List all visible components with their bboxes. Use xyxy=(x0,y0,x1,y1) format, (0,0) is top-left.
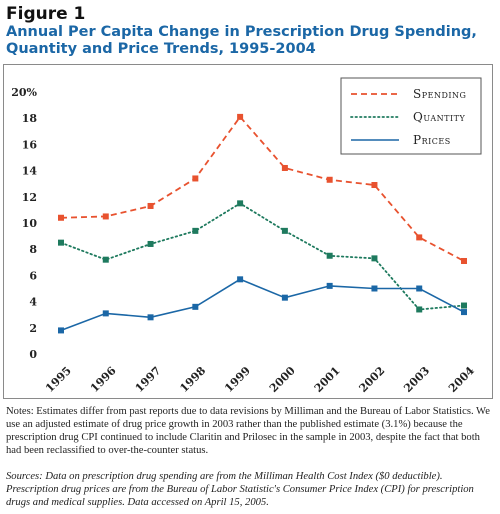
data-point-prices xyxy=(416,285,423,292)
x-tick-label: 2003 xyxy=(401,364,432,395)
data-point-quantity xyxy=(326,252,333,259)
data-point-spending xyxy=(192,175,199,182)
series-line-quantity xyxy=(60,202,465,311)
data-point-spending xyxy=(281,164,288,171)
data-point-spending xyxy=(461,257,467,264)
data-point-spending xyxy=(371,182,378,189)
x-tick-label: 2002 xyxy=(357,364,388,395)
figure-label: Figure 1 xyxy=(6,4,86,24)
data-point-quantity xyxy=(192,227,199,234)
y-tick-label: 16 xyxy=(22,138,38,151)
legend-label-prices: Prices xyxy=(413,133,451,147)
y-tick-label: 12 xyxy=(22,191,37,204)
chart-title: Annual Per Capita Change in Prescription… xyxy=(6,24,477,57)
data-point-spending xyxy=(237,113,244,120)
data-point-prices xyxy=(281,294,288,301)
x-tick-label: 1997 xyxy=(133,364,164,395)
y-tick-label: 14 xyxy=(22,165,38,178)
data-point-spending xyxy=(416,234,423,241)
data-point-spending xyxy=(102,213,109,220)
data-point-spending xyxy=(147,202,154,209)
x-tick-label: 2004 xyxy=(446,364,477,395)
data-point-quantity xyxy=(58,239,64,246)
chart-sources: Sources: Data on prescription drug spend… xyxy=(6,471,474,508)
x-tick-label: 2000 xyxy=(267,364,298,395)
data-point-prices xyxy=(102,310,109,317)
y-tick-label: 8 xyxy=(29,243,37,256)
x-tick-label: 1998 xyxy=(177,364,208,395)
data-point-quantity xyxy=(371,255,378,262)
series-line-prices xyxy=(60,278,465,332)
data-point-prices xyxy=(147,314,154,321)
y-tick-label: 2 xyxy=(29,322,37,335)
line-chart: 0 2 4 6 8 10 12 14 16 18 20% 1995 1996 1997 1998 1999 20… xyxy=(11,77,482,395)
y-tick-label: 18 xyxy=(22,112,38,125)
data-point-prices xyxy=(326,282,333,289)
data-point-quantity xyxy=(102,256,109,263)
data-point-prices xyxy=(371,285,378,292)
x-tick-label: 2001 xyxy=(312,364,343,395)
x-tick-label: 1999 xyxy=(222,364,253,395)
legend-box xyxy=(340,77,482,155)
y-tick-label: 10 xyxy=(22,217,38,230)
data-point-quantity xyxy=(237,200,244,207)
legend-label-quantity: Quantity xyxy=(413,110,465,124)
data-point-spending xyxy=(326,176,333,183)
x-tick-label: 1995 xyxy=(43,364,74,395)
data-point-quantity xyxy=(461,302,467,309)
chart-notes: Notes: Estimates differ from past report… xyxy=(6,406,490,456)
legend-label-spending: Spending xyxy=(413,87,466,101)
y-tick-label: 0 xyxy=(29,348,37,361)
data-point-prices xyxy=(192,303,199,310)
data-point-quantity xyxy=(281,227,288,234)
data-point-prices xyxy=(237,276,244,283)
data-point-prices xyxy=(461,309,467,316)
y-tick-label: 20% xyxy=(11,86,37,99)
data-point-prices xyxy=(58,327,64,334)
x-tick-label: 1996 xyxy=(88,364,119,395)
data-point-quantity xyxy=(416,306,423,313)
data-point-spending xyxy=(58,214,64,221)
series-line-spending xyxy=(60,115,465,262)
data-point-quantity xyxy=(147,240,154,247)
y-tick-label: 6 xyxy=(29,269,37,282)
chart-frame xyxy=(3,64,493,399)
y-tick-label: 4 xyxy=(29,296,37,309)
